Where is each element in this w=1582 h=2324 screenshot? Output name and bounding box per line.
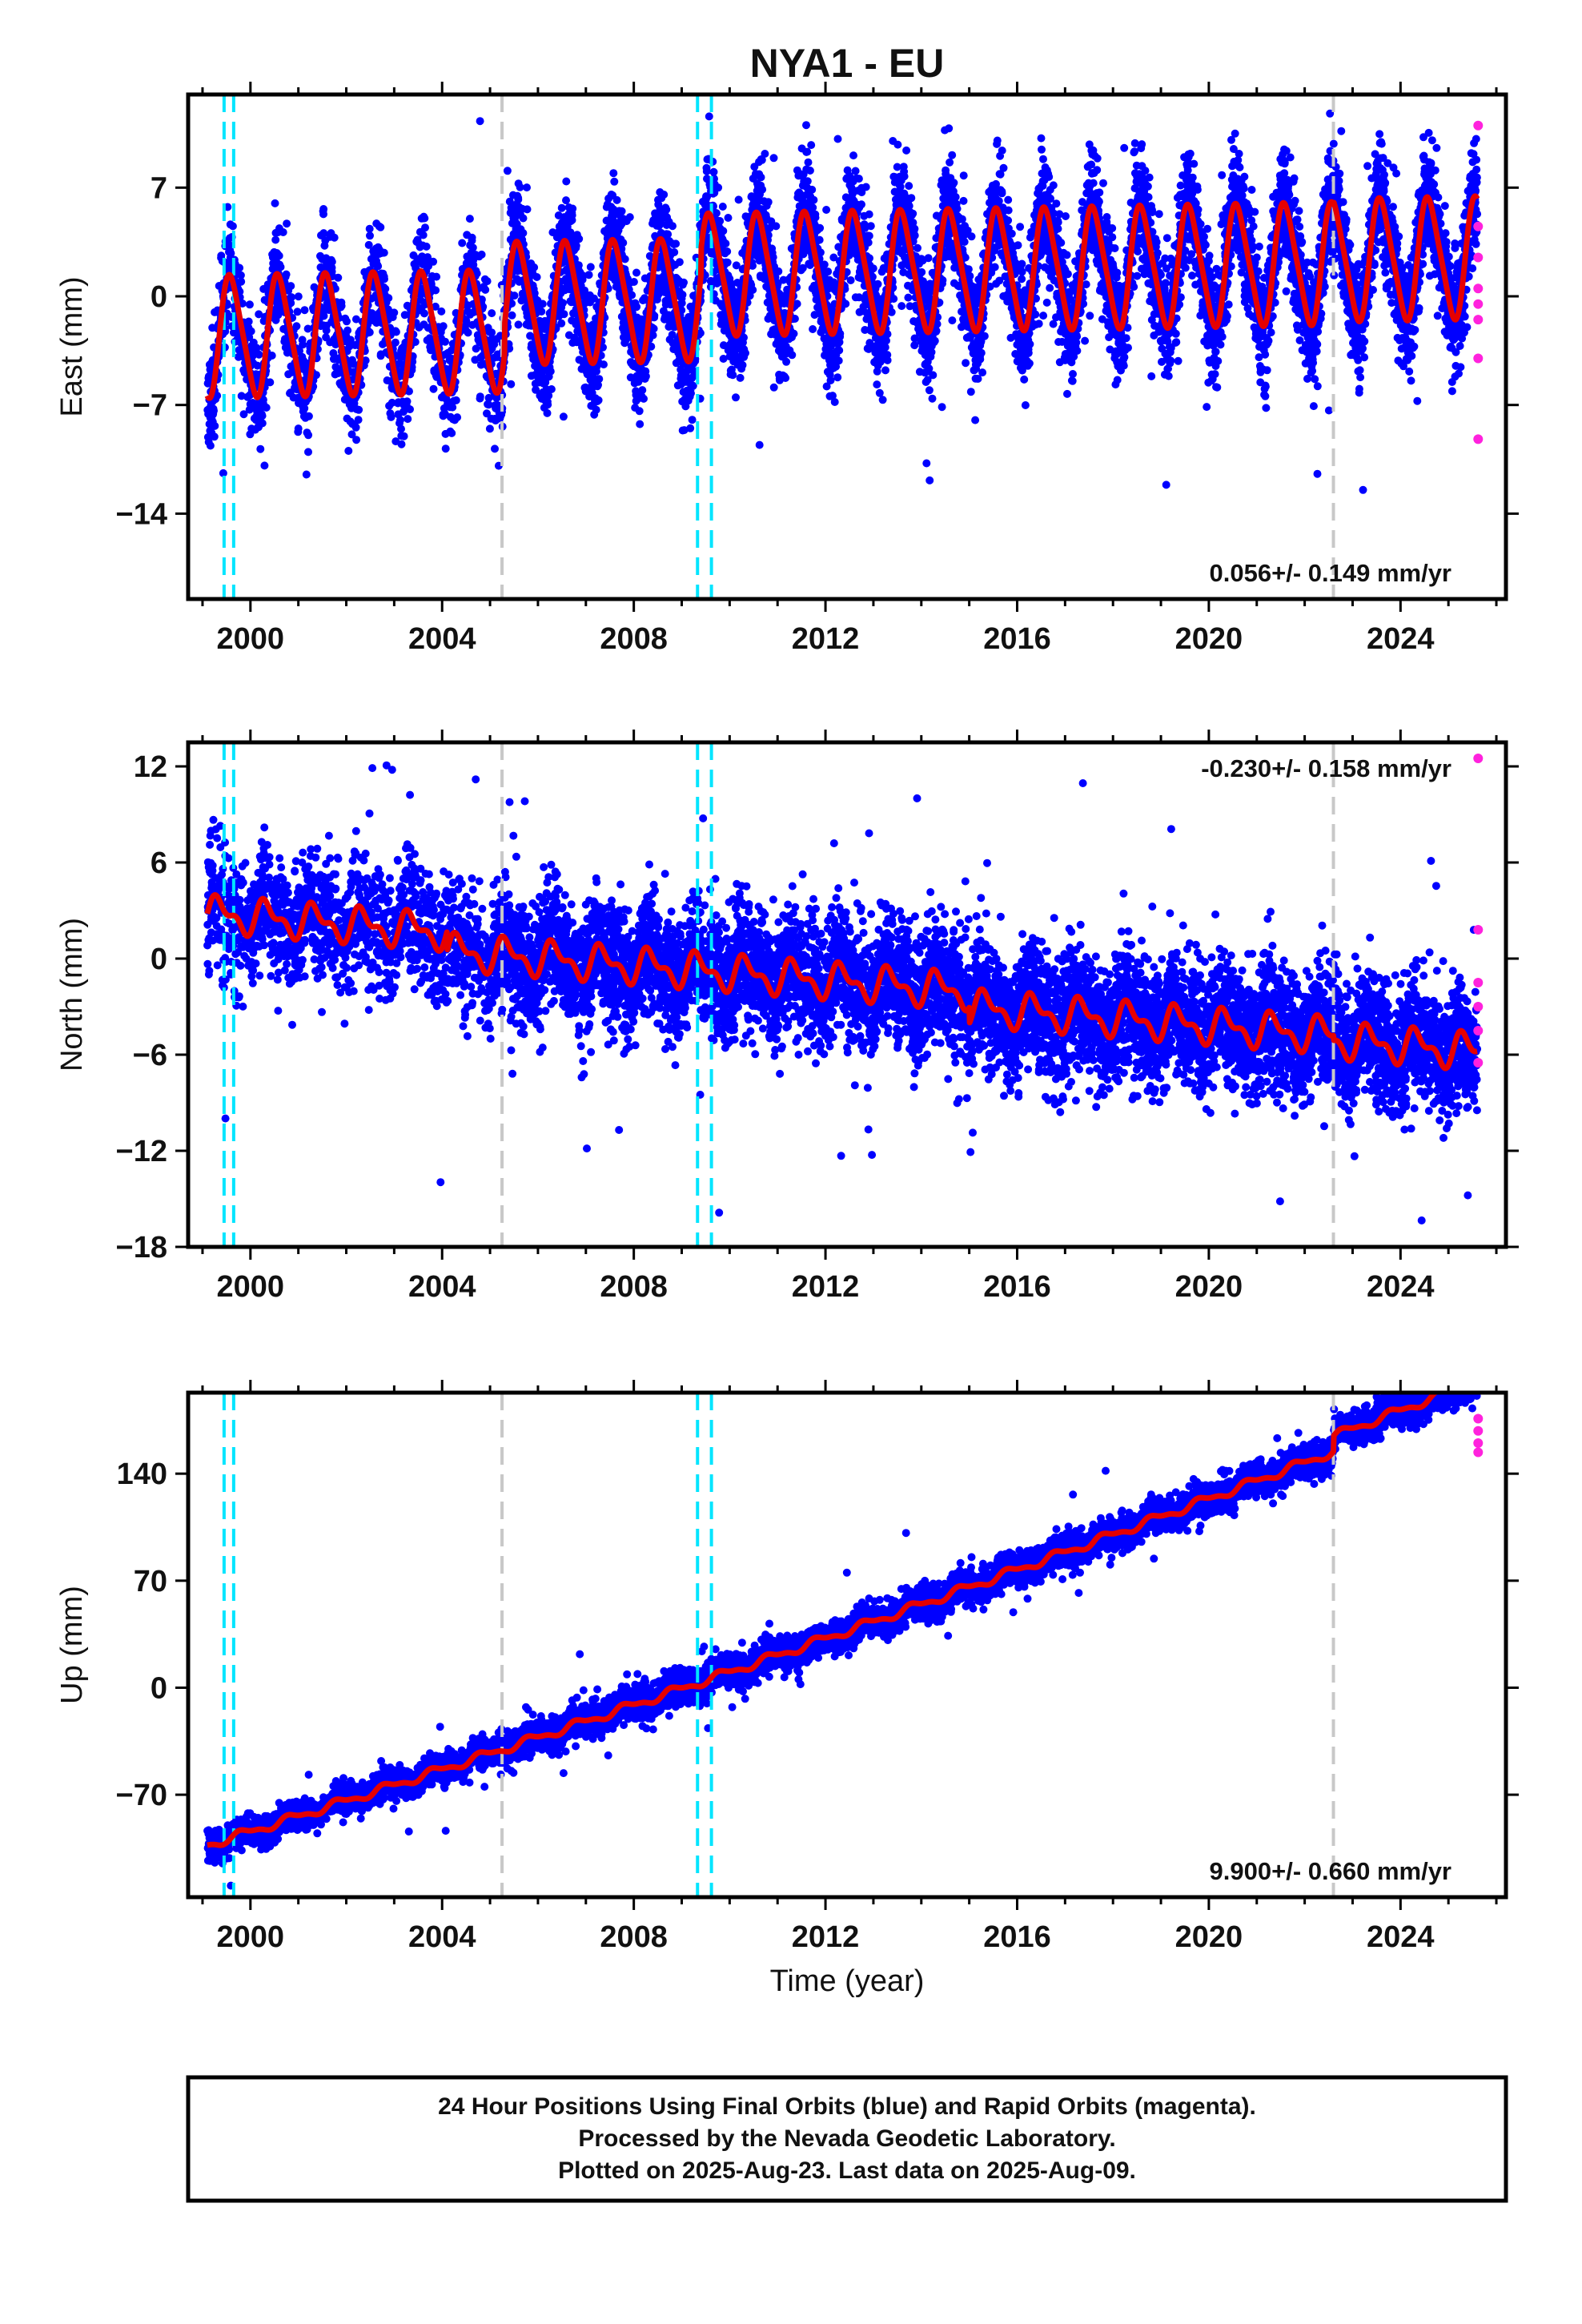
rapid-orbit-point: [1473, 300, 1483, 309]
y-tick-label: −12: [116, 1135, 167, 1168]
x-tick-label: 2024: [1367, 622, 1435, 656]
east-panel: 2000 2004 2008 2012 2016 2020 2024 7 0 −7 −14 East …: [55, 30, 1519, 656]
final-orbit-scatter: [203, 1351, 1481, 1890]
x-tick-label: 2016: [983, 622, 1051, 656]
rapid-orbit-point: [1473, 1002, 1483, 1011]
rapid-orbit-point: [1473, 925, 1483, 935]
rapid-orbit-point: [1473, 253, 1483, 263]
y-axis-label: North (mm): [55, 918, 89, 1072]
plot-area: [203, 1351, 1483, 1897]
x-tick-label: 2012: [792, 1270, 860, 1304]
y-tick-label: −18: [116, 1231, 167, 1265]
x-tick-label: 2000: [217, 1920, 285, 1954]
y-tick-label: 140: [117, 1458, 167, 1491]
x-axis-label: Time (year): [770, 1964, 925, 1998]
y-tick-label: 0: [151, 280, 167, 314]
plot-area: [203, 30, 1483, 599]
x-tick-label: 2008: [600, 1920, 668, 1954]
rapid-orbit-point: [1473, 978, 1483, 987]
x-tick-label: 2004: [408, 1920, 476, 1954]
footer-line-2: Processed by the Nevada Geodetic Laborat…: [578, 2125, 1115, 2152]
rapid-orbit-point: [1473, 354, 1483, 364]
rapid-orbit-point: [1473, 315, 1483, 324]
footer-line-3: Plotted on 2025-Aug-23. Last data on 202…: [558, 2157, 1136, 2184]
up-panel: 2000 2004 2008 2012 2016 2020 2024 140 70 0 −70 Up …: [55, 1351, 1519, 1954]
y-axis-label: Up (mm): [55, 1586, 89, 1704]
y-axis-label: East (mm): [55, 276, 89, 416]
rapid-orbit-point: [1473, 1026, 1483, 1035]
final-orbit-points: [203, 1351, 1481, 1890]
x-tick-label: 2004: [408, 1270, 476, 1304]
rapid-orbit-point: [1473, 283, 1483, 293]
x-tick-label: 2012: [792, 1920, 860, 1954]
y-tick-label: 0: [151, 943, 167, 976]
x-tick-label: 2008: [600, 1270, 668, 1304]
y-tick-label: −14: [116, 497, 167, 531]
y-tick-label: 6: [151, 846, 167, 880]
x-tick-label: 2020: [1175, 1270, 1243, 1304]
x-tick-label: 2024: [1367, 1920, 1435, 1954]
rapid-orbit-point: [1473, 1413, 1483, 1423]
y-tick-label: 0: [151, 1671, 167, 1705]
rapid-orbit-point: [1473, 1058, 1483, 1068]
y-tick-label: 7: [151, 171, 167, 205]
y-tick-label: 70: [134, 1565, 167, 1598]
rapid-orbit-point: [1473, 222, 1483, 231]
north-panel: 2000 2004 2008 2012 2016 2020 2024 12 6 0 −6 −12 −18…: [55, 674, 1519, 1337]
x-tick-label: 2000: [217, 622, 285, 656]
x-tick-label: 2020: [1175, 1920, 1243, 1954]
rapid-orbit-point: [1473, 1426, 1483, 1436]
x-tick-label: 2020: [1175, 622, 1243, 656]
rapid-orbit-point: [1473, 1438, 1483, 1448]
rapid-orbit-point: [1473, 434, 1483, 444]
x-tick-label: 2000: [217, 1270, 285, 1304]
x-tick-label: 2004: [408, 622, 476, 656]
velocity-annotation: -0.230+/- 0.158 mm/yr: [1201, 754, 1452, 782]
y-tick-label: −6: [133, 1039, 167, 1072]
x-tick-label: 2012: [792, 622, 860, 656]
rapid-orbit-point: [1473, 754, 1483, 763]
y-tick-label: 12: [134, 750, 167, 784]
rapid-orbit-point: [1473, 1447, 1483, 1457]
rapid-orbit-point: [1473, 121, 1483, 131]
y-tick-label: −7: [133, 389, 167, 423]
x-tick-label: 2024: [1367, 1270, 1435, 1304]
footer-box: 24 Hour Positions Using Final Orbits (bl…: [188, 2077, 1506, 2201]
chart-title: NYA1 - EU: [750, 41, 945, 86]
velocity-annotation: 0.056+/- 0.149 mm/yr: [1210, 559, 1452, 587]
y-tick-label: −70: [116, 1779, 167, 1812]
footer-line-1: 24 Hour Positions Using Final Orbits (bl…: [438, 2093, 1256, 2120]
x-tick-label: 2016: [983, 1270, 1051, 1304]
x-tick-label: 2016: [983, 1920, 1051, 1954]
velocity-annotation: 9.900+/- 0.660 mm/yr: [1210, 1857, 1452, 1885]
x-tick-label: 2008: [600, 622, 668, 656]
